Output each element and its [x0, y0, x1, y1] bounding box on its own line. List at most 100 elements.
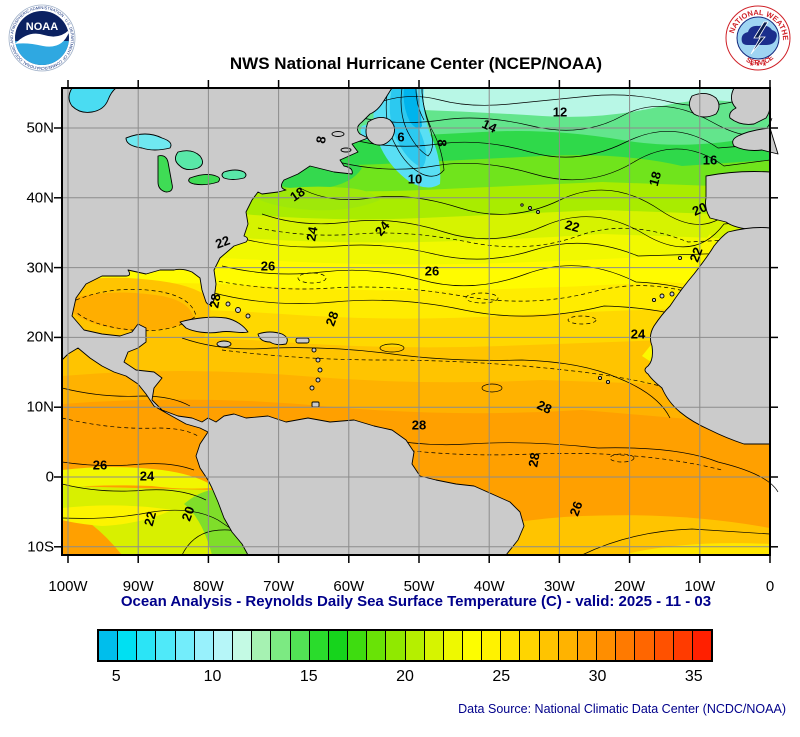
y-tick-label: 40N	[26, 189, 54, 207]
noaa-logo-graphic: NATIONAL OCEANIC AND ATMOSPHERIC ADMINIS…	[7, 0, 76, 72]
x-tick-label: 20W	[614, 578, 646, 595]
colorbar-cell	[118, 631, 138, 660]
colorbar-cell	[501, 631, 521, 660]
colorbar-cell	[558, 631, 578, 660]
nws-ring-stars: ★ ★ ★	[749, 61, 767, 68]
x-tick-label: 40W	[473, 578, 505, 595]
colorbar-cell	[309, 631, 329, 660]
grid-lines	[62, 88, 771, 555]
noaa-logo: NATIONAL OCEANIC AND ATMOSPHERIC ADMINIS…	[7, 0, 76, 72]
colorbar-cell	[443, 631, 463, 660]
contour-label-layer: 6 8 8 10 12 14 16 18 18 20 22 22 24 24 22 26 26 28 28 24 28 2…	[93, 104, 717, 527]
contour-label: 28	[322, 309, 341, 328]
noaa-seagull-icon	[15, 29, 69, 47]
contour-label: 24	[303, 225, 320, 243]
x-tick-label: 60W	[333, 578, 365, 595]
colorbar-cell	[654, 631, 674, 660]
colorbar-cell	[156, 631, 176, 660]
x-tick-label: 90W	[122, 578, 154, 595]
y-tick-label: 20N	[26, 328, 54, 346]
colorbar-tick-label: 5	[111, 668, 121, 685]
colorbar-cell	[367, 631, 387, 660]
contour-label: 6	[397, 129, 404, 144]
contour-label: 22	[686, 245, 705, 264]
page-title: NWS National Hurricane Center (NCEP/NOAA…	[229, 54, 603, 73]
noaa-acronym: NOAA	[26, 21, 58, 33]
x-tick-label: 30W	[543, 578, 575, 595]
colorbar-tick-label: 10	[203, 668, 222, 685]
colorbar-tick-label: 25	[492, 668, 511, 685]
y-tick-label: 50N	[26, 119, 54, 137]
africa-landmass	[644, 227, 771, 445]
x-tick-label: 10W	[684, 578, 716, 595]
x-tick-label: 70W	[263, 578, 295, 595]
contour-label: 18	[646, 170, 664, 188]
temperature-colorbar	[97, 629, 713, 662]
colorbar-cell	[137, 631, 157, 660]
y-tick-label: 0	[45, 468, 54, 486]
colorbar-cell	[405, 631, 425, 660]
x-tick-label: 0	[765, 578, 775, 595]
contour-label: 18	[287, 184, 307, 205]
y-tick-label: 30N	[26, 259, 54, 277]
contour-label: 28	[525, 451, 542, 468]
nws-lightning-icon	[750, 21, 769, 55]
land-masses	[61, 87, 779, 556]
colorbar-cell	[673, 631, 693, 660]
colorbar-cell	[577, 631, 598, 660]
contour-label: 26	[566, 499, 585, 518]
contour-label: 28	[412, 417, 426, 432]
sst-map: 6 8 8 10 12 14 16 18 18 20 22 22 24 24 22 26 26 28 28 24 28 2…	[54, 80, 779, 563]
x-tick-label: 80W	[192, 578, 224, 595]
colorbar-cell	[424, 631, 444, 660]
contour-label: 8	[435, 139, 450, 146]
colorbar-cell	[482, 631, 502, 660]
contour-label: 28	[206, 292, 223, 309]
colorbar-tick-label: 15	[299, 668, 318, 685]
contour-label: 26	[93, 457, 107, 472]
contour-label: 26	[261, 258, 275, 273]
contour-label: 24	[631, 326, 646, 341]
contour-label: 20	[178, 504, 197, 523]
colorbar-cell	[290, 631, 310, 660]
x-tick-label: 100W	[48, 578, 88, 595]
colorbar-cell	[213, 631, 234, 660]
colorbar-cell	[233, 631, 253, 660]
contour-label: 26	[425, 263, 439, 278]
contour-label: 16	[703, 152, 717, 167]
colorbar-cell	[635, 631, 655, 660]
plot-border	[61, 87, 771, 556]
map-plot: 6 8 8 10 12 14 16 18 18 20 22 22 24 24 22 26 26 28 28 24 28 2…	[54, 80, 779, 563]
colorbar-cell	[597, 631, 617, 660]
y-tick-label: 10N	[26, 398, 54, 416]
colorbar-cell	[692, 631, 711, 660]
colorbar-cell	[252, 631, 272, 660]
contour-label: 22	[141, 510, 159, 528]
contour-label: 8	[313, 135, 329, 145]
nws-logo-graphic: NATIONAL WEATHER SERVICE ★ ★ ★	[721, 0, 791, 71]
caribbean-islands	[179, 301, 323, 408]
contour-label: 14	[480, 116, 500, 136]
atlantic-islands	[520, 203, 683, 385]
caption: Ocean Analysis - Reynolds Daily Sea Surf…	[120, 593, 712, 610]
colorbar-cell	[462, 631, 483, 660]
x-tick-label: 50W	[403, 578, 435, 595]
colorbar-tick-label: 20	[396, 668, 414, 685]
newfoundland	[365, 117, 395, 146]
contour-label: 10	[408, 171, 422, 186]
great-lakes	[125, 133, 247, 193]
hudson-bay	[68, 87, 117, 113]
contour-label: 22	[213, 232, 232, 251]
colorbar-tick-label: 30	[588, 668, 607, 685]
colorbar-cell	[175, 631, 195, 660]
colorbar-tick-label: 35	[684, 668, 703, 685]
colorbar-cell	[348, 631, 368, 660]
contour-label: 12	[553, 104, 567, 119]
colorbar-cell	[194, 631, 214, 660]
colorbar-cell	[616, 631, 636, 660]
colorbar-cell	[99, 631, 119, 660]
contour-label: 24	[140, 468, 155, 483]
contour-label: 28	[535, 397, 554, 417]
contour-label: 22	[563, 217, 581, 235]
